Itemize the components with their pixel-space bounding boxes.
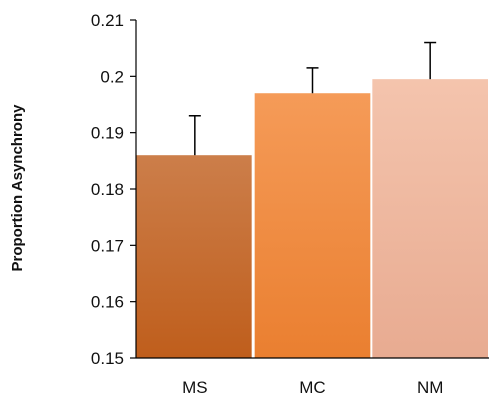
x-tick-label-ms: MS	[182, 378, 208, 397]
bar-nm	[372, 79, 488, 359]
y-axis-title: Proportion Asynchrony	[9, 104, 26, 272]
bar-mc	[254, 93, 371, 358]
y-tick-label: 0.21	[91, 11, 124, 30]
y-tick-label: 0.19	[91, 124, 124, 143]
error-bars-layer	[188, 41, 437, 156]
y-tick-label: 0.17	[91, 236, 124, 255]
bar-ms	[136, 155, 252, 358]
x-tick-label-nm: NM	[417, 378, 443, 397]
labels-layer: MS MC NM 0.15 0.16 0.17 0.18 0.19 0.2 0.21	[91, 11, 443, 397]
y-tick-label: 0.2	[100, 67, 124, 86]
y-tick-label: 0.15	[91, 349, 124, 368]
x-tick-label-mc: MC	[299, 378, 325, 397]
y-tick-label: 0.18	[91, 180, 124, 199]
bars-layer	[136, 79, 488, 359]
axes	[130, 19, 489, 359]
y-tick-label: 0.16	[91, 293, 124, 312]
